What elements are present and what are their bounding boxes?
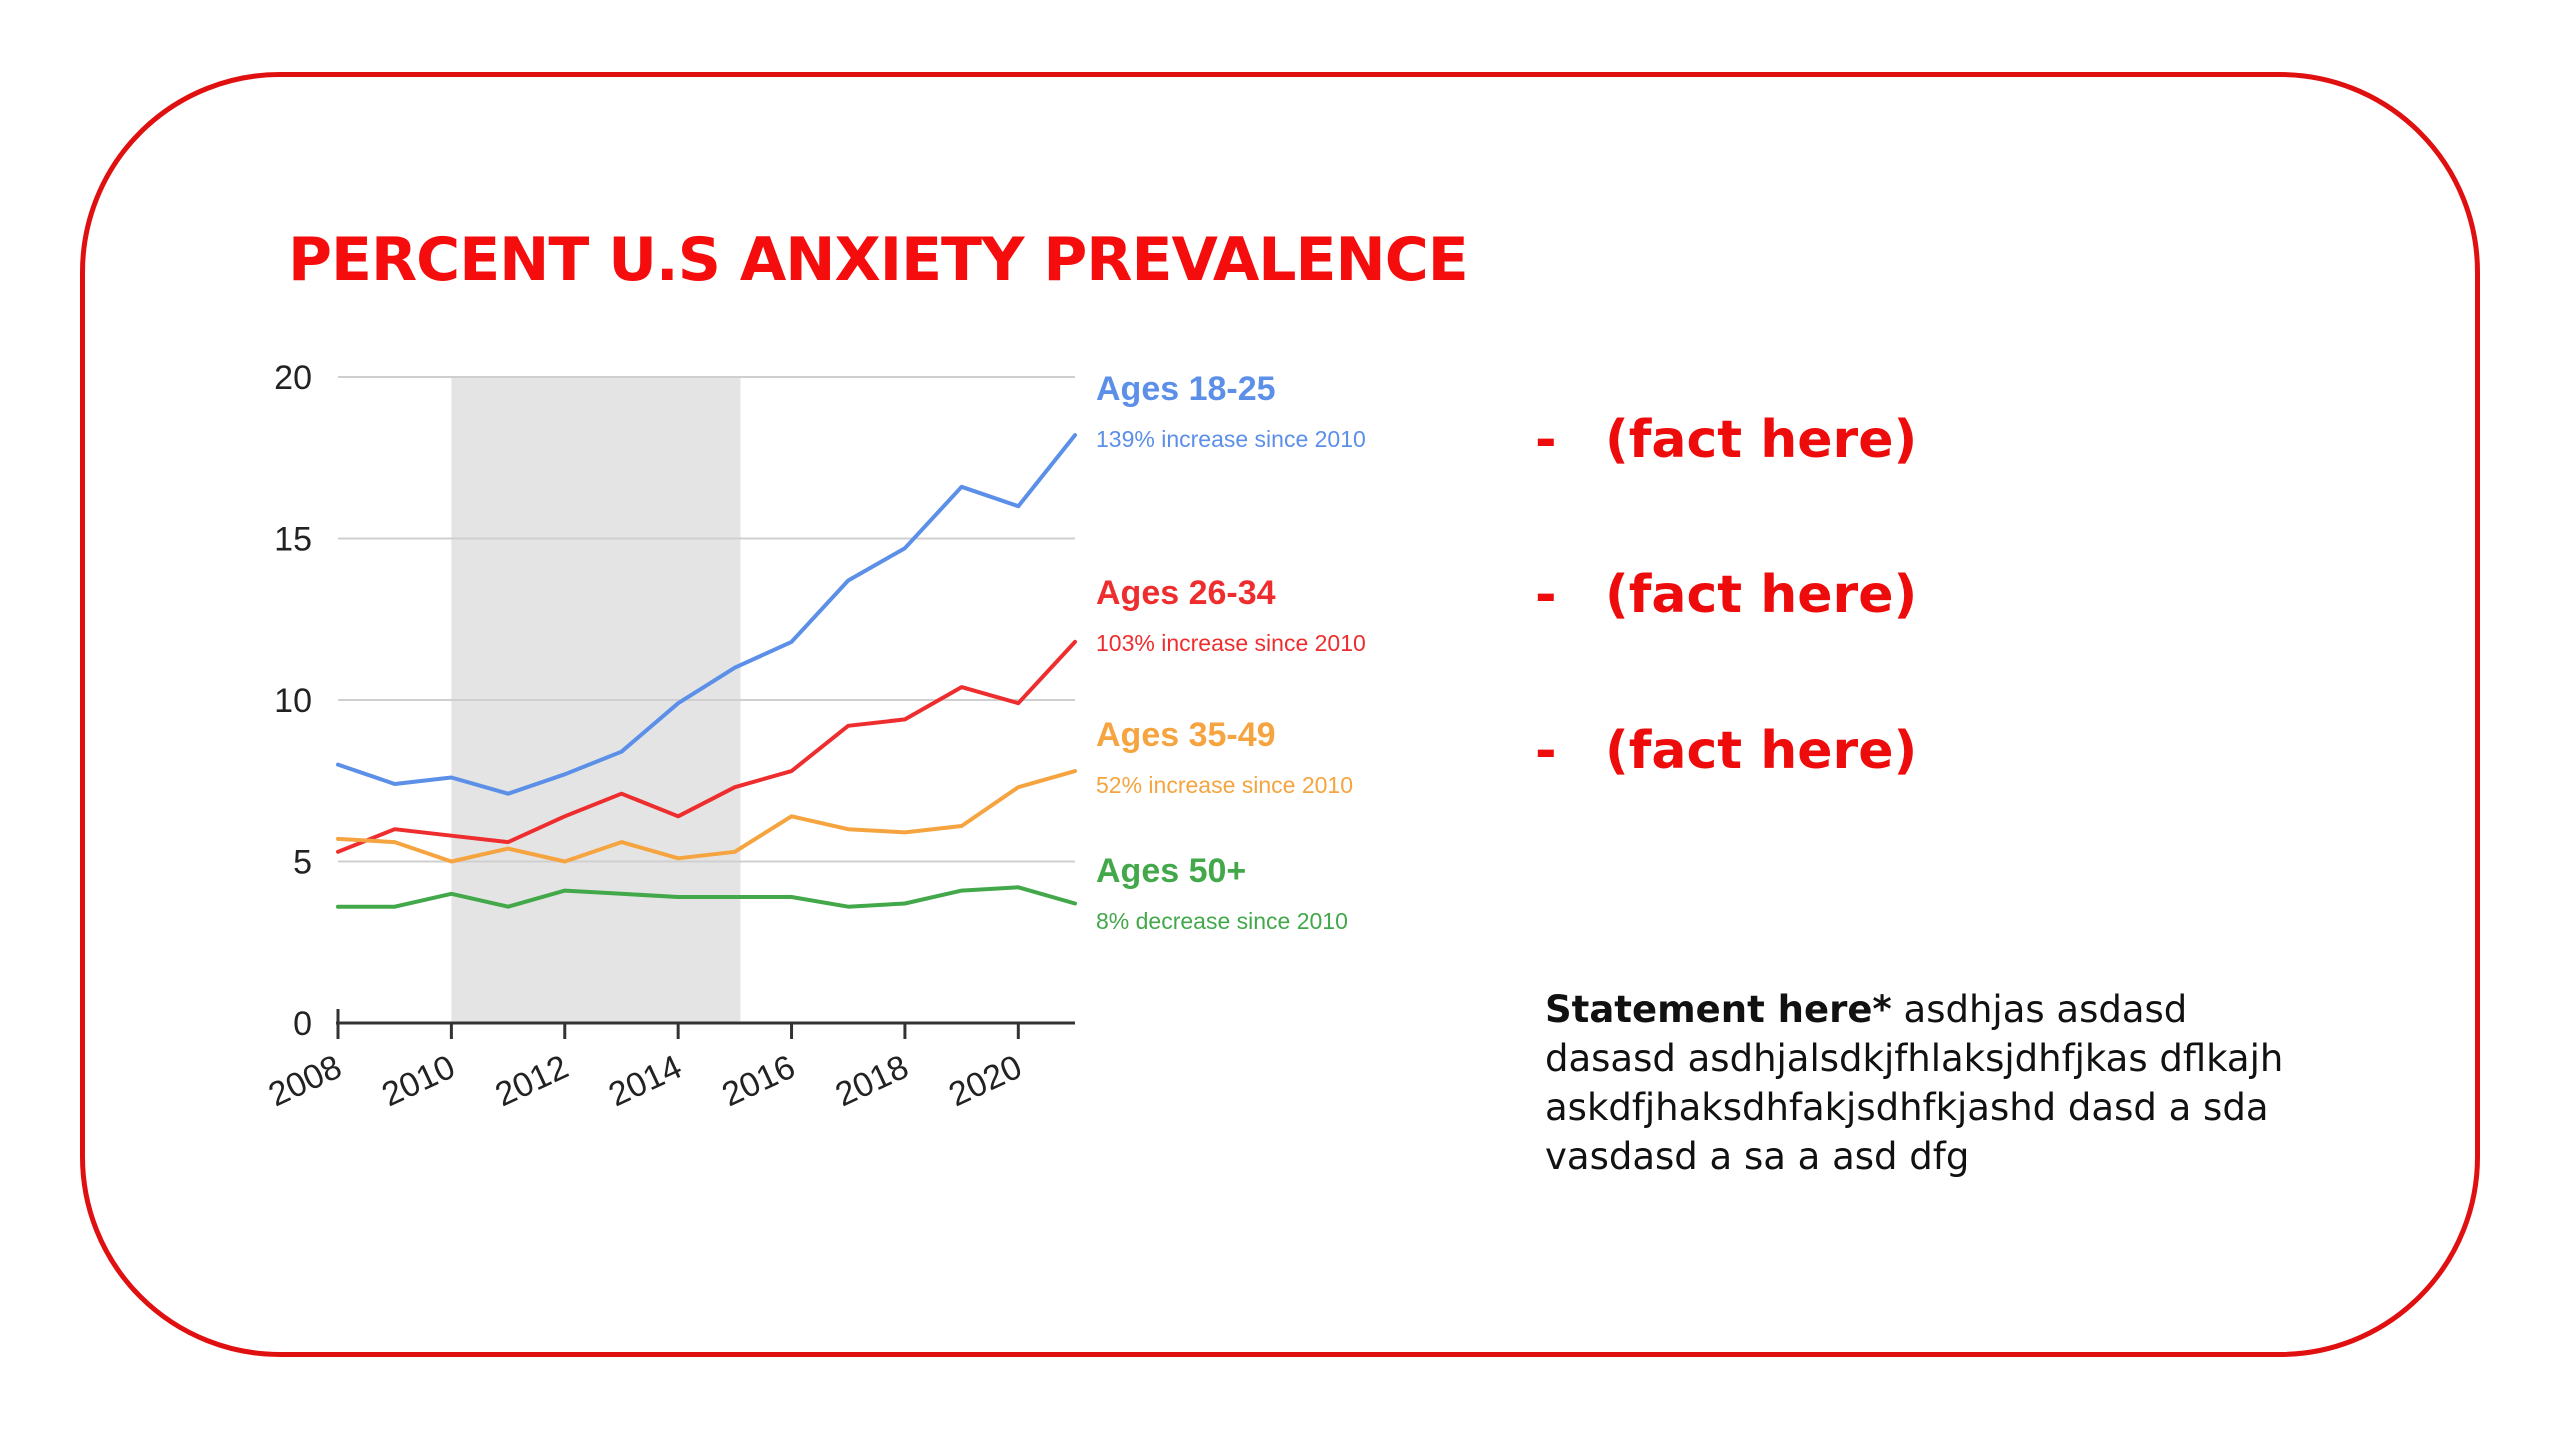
y-tick-label: 5 [293,844,312,882]
series-line-1 [336,639,1077,854]
series-line-2 [336,769,1077,864]
x-tick-label: 2014 [603,1048,688,1114]
x-tick-label: 2012 [490,1048,575,1114]
line-chart: 0 5 10 15 20 2008 2010 2012 2014 2016 2018 2020 Age… [263,359,1366,1114]
series-note: 52% increase since 2010 [1096,772,1353,798]
fact-text: (fact here) [1605,721,1918,781]
series-label: Ages 50+ [1096,852,1246,890]
fact-bullet: - [1535,565,1557,625]
series-label: Ages 18-25 [1096,370,1276,408]
page-title: PERCENT U.S ANXIETY PREVALENCE [288,225,1469,295]
x-tick-label: 2020 [943,1048,1028,1114]
x-tick-label: 2010 [376,1048,461,1114]
y-tick-label: 20 [274,359,312,397]
statement-paragraph: Statement here* asdhjas asdasd dasasd as… [1545,985,2285,1181]
series-label: Ages 35-49 [1096,716,1276,754]
fact-item: - (fact here) [1535,410,1917,470]
series-line-3 [336,885,1077,909]
series-note: 8% decrease since 2010 [1096,908,1348,934]
y-tick-label: 10 [274,682,312,720]
statement-text: asdhjas asdasd dasasd asdhjalsdkjfhlaksj… [1545,988,2284,1178]
y-tick-label: 0 [293,1005,312,1043]
x-tick-label: 2008 [263,1048,348,1114]
x-tick-label: 2016 [716,1048,801,1114]
series-line-0 [336,433,1077,796]
fact-text: (fact here) [1605,565,1918,625]
series-note: 139% increase since 2010 [1096,426,1366,452]
series-note: 103% increase since 2010 [1096,630,1366,656]
fact-bullet: - [1535,721,1557,781]
x-tick-label: 2018 [830,1048,915,1114]
series-label: Ages 26-34 [1096,574,1276,612]
statement-heading: Statement here* [1545,988,1892,1031]
fact-item: - (fact here) [1535,721,1917,781]
fact-item: - (fact here) [1535,565,1917,625]
y-tick-label: 15 [274,521,312,559]
fact-text: (fact here) [1605,410,1918,470]
fact-bullet: - [1535,410,1557,470]
